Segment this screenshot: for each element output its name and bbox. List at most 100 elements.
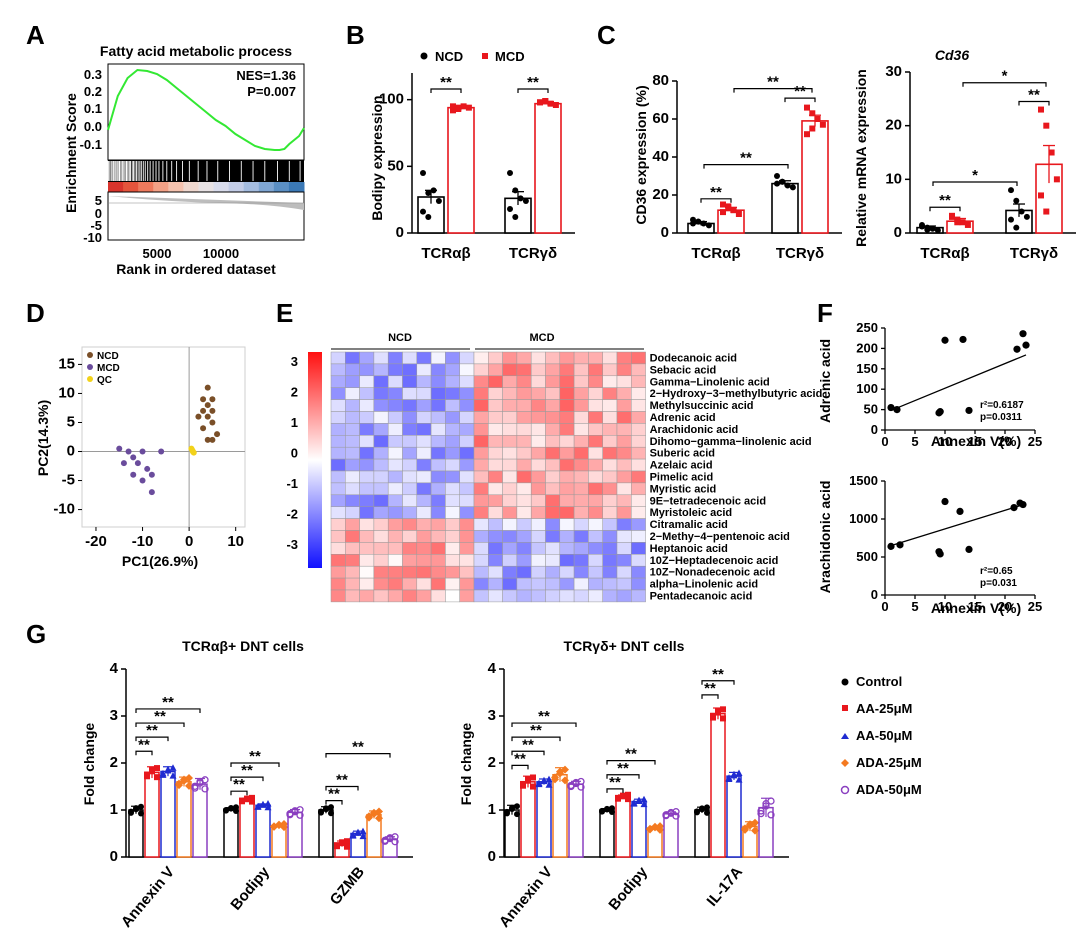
e-cell: [588, 363, 603, 377]
e-cell: [345, 518, 360, 531]
e-cell: [588, 554, 603, 567]
e-cell: [473, 482, 489, 496]
g1-ytick: 4: [110, 660, 119, 677]
f2-xtick: 15: [968, 599, 982, 614]
g1-point: [185, 781, 193, 790]
e-group-mcd: MCD: [529, 332, 554, 344]
d-xlabel: PC1(26.9%): [122, 553, 198, 569]
e-cell: [573, 387, 589, 400]
e-cell: [373, 554, 389, 567]
panel-label-d: D: [26, 298, 45, 328]
e-cell: [345, 482, 360, 496]
e-cell: [545, 387, 561, 400]
g1-point: [128, 808, 134, 815]
g1-xtick: Annexin V: [118, 864, 178, 931]
e-cell: [545, 458, 561, 472]
e-cell: [502, 351, 518, 365]
e-cell: [559, 518, 575, 531]
panel-e-heatmap: 3 2 1 0 -1 -2 -3 NCD MCD Dodecanoic acidSebaci…: [286, 332, 822, 603]
g1-sig-label: **: [146, 722, 158, 739]
e-cell: [387, 446, 403, 460]
f2-point: [1010, 504, 1018, 512]
e-cell: [573, 363, 589, 377]
g1-point: [339, 840, 345, 847]
e-row-label: Myristoleic acid: [650, 507, 733, 519]
g1-bar: [239, 798, 255, 858]
c1-point: [809, 125, 816, 132]
e-scale-tick: -1: [286, 476, 298, 491]
e-cell: [488, 375, 503, 388]
c2-sig-label: *: [1002, 68, 1008, 85]
e-cell: [473, 542, 489, 555]
d-ylabel: PC2(14.3%): [35, 400, 51, 476]
panel-label-f: F: [817, 298, 833, 328]
g1-ytick: 0: [110, 848, 118, 865]
g2-point: [699, 806, 705, 813]
e-cell: [473, 494, 489, 507]
e-cell: [359, 458, 375, 472]
g2-sig-bracket: [701, 694, 719, 699]
e-cell: [502, 411, 518, 424]
e-cell: [502, 506, 518, 519]
e-cell: [588, 411, 603, 424]
g1-sig-bracket: [135, 722, 185, 728]
g2-bar: [552, 774, 568, 858]
e-cell: [530, 423, 546, 436]
e-cell: [502, 589, 518, 603]
g2-point: [599, 807, 605, 814]
e-cell: [445, 494, 460, 507]
g2-point: [620, 793, 626, 800]
e-cell: [373, 399, 389, 412]
b-point: [450, 103, 456, 110]
g1-sig-bracket: [325, 785, 359, 791]
d-ytick: -5: [62, 472, 75, 489]
g2-sig-label: **: [712, 666, 724, 683]
e-cell: [459, 577, 475, 591]
e-cell: [602, 530, 618, 543]
e-cell: [373, 351, 389, 365]
e-cell: [559, 554, 575, 567]
e-cell: [631, 482, 646, 496]
g2-bar: [726, 775, 742, 858]
e-cell: [602, 351, 618, 365]
b-bar: [534, 102, 562, 234]
e-cell: [588, 518, 603, 531]
e-cell: [473, 589, 489, 603]
e-cell: [545, 577, 561, 591]
e-cell: [602, 542, 618, 555]
g1-point: [223, 806, 229, 813]
e-cell: [631, 375, 646, 388]
e-cell: [330, 458, 346, 472]
c2-bars: ******: [916, 68, 1063, 234]
e-cell: [530, 387, 546, 400]
e-cell: [416, 399, 432, 412]
e-cell: [530, 482, 546, 496]
c1-point: [814, 116, 821, 122]
e-cell: [631, 387, 646, 400]
b-point: [537, 99, 543, 106]
e-cell: [488, 363, 503, 377]
e-cell: [345, 506, 360, 519]
g1-point: [164, 767, 172, 774]
g2-point: [572, 779, 580, 788]
e-cell: [373, 375, 389, 388]
g1-bar: [160, 770, 176, 858]
f1-ytick: 250: [856, 320, 878, 335]
e-cell: [359, 554, 375, 567]
g1-point: [244, 796, 250, 803]
g2-ytick: 4: [488, 660, 497, 677]
e-cell: [330, 446, 346, 460]
c1-sig-bracket: [784, 97, 816, 103]
e-row-label: Heptanoic acid: [650, 543, 728, 555]
panel-label-b: B: [346, 20, 365, 50]
e-cell: [559, 565, 575, 579]
g2-point: [710, 712, 716, 719]
c1-sig-bracket: [733, 88, 813, 93]
e-cell: [559, 399, 575, 412]
c1-ytick: 0: [661, 224, 669, 241]
d-xtick: 10: [227, 533, 244, 550]
e-cell: [631, 577, 646, 591]
a-lower-ytick: 0: [95, 206, 102, 221]
f2-xtick: 20: [998, 599, 1012, 614]
